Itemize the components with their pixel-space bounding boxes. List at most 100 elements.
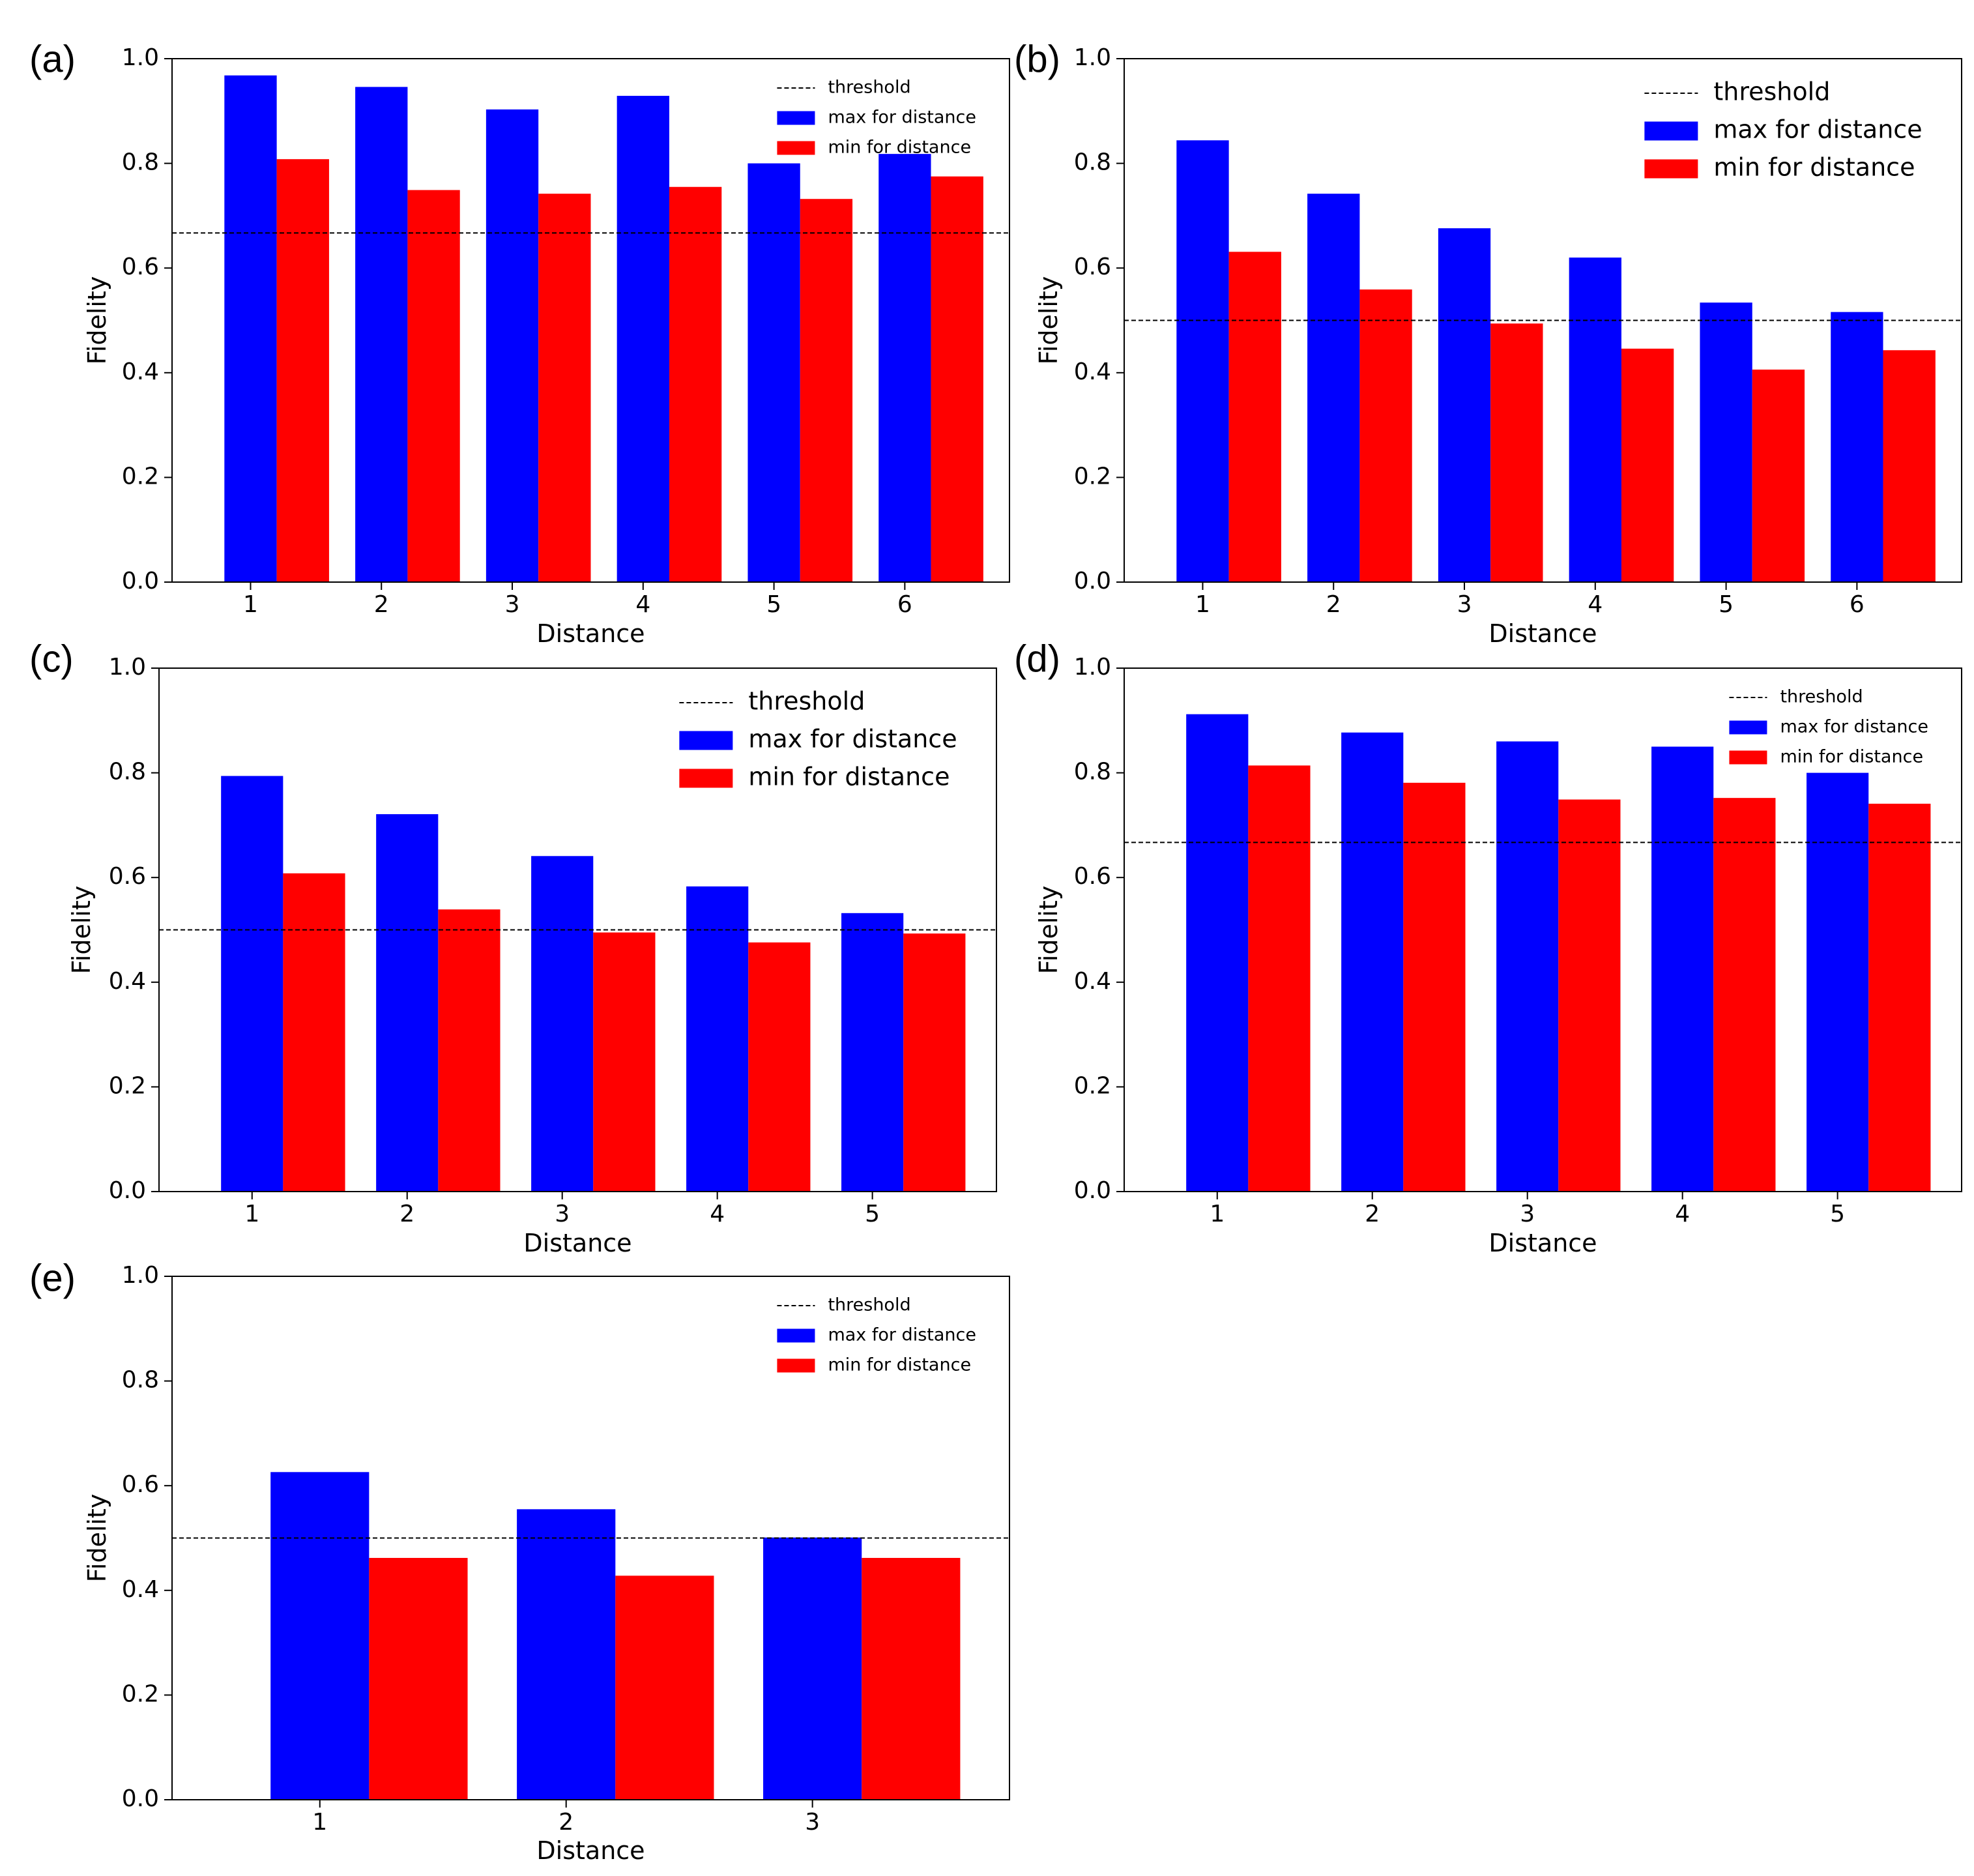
legend-min-swatch <box>777 1358 815 1373</box>
x-tick-label: 5 <box>1719 591 1734 618</box>
bar-min-1 <box>276 159 329 582</box>
legend-max-label: max for distance <box>828 108 976 128</box>
y-tick-label: 0.8 <box>109 759 146 785</box>
legend-threshold-label: threshold <box>1780 687 1863 707</box>
y-tick-label: 0.8 <box>122 149 159 176</box>
x-tick-label: 2 <box>399 1201 414 1227</box>
x-axis-title: Distance <box>1488 1229 1597 1257</box>
bar-max-1 <box>221 776 283 1192</box>
bar-max-4 <box>686 886 749 1192</box>
panel-label: (c) <box>29 638 74 680</box>
bar-min-4 <box>669 186 722 582</box>
y-tick-label: 0.6 <box>122 1471 159 1498</box>
y-tick-label: 1.0 <box>122 1262 159 1289</box>
y-tick-label: 0.6 <box>1074 254 1111 280</box>
x-axis-title: Distance <box>523 1229 631 1257</box>
bar-max-3 <box>1438 228 1491 582</box>
x-tick-label: 3 <box>805 1809 820 1836</box>
y-axis-title: Fidelity <box>1034 276 1063 365</box>
legend-threshold-label: threshold <box>828 78 910 98</box>
bar-min-2 <box>1403 782 1466 1192</box>
y-tick-label: 0.2 <box>122 463 159 490</box>
bar-min-2 <box>438 909 501 1192</box>
panel-label: (b) <box>1014 38 1060 80</box>
y-tick-label: 0.4 <box>122 1576 159 1603</box>
y-axis-title: Fidelity <box>83 1494 111 1583</box>
y-axis-title: Fidelity <box>1034 886 1063 975</box>
x-tick-label: 5 <box>1830 1201 1845 1227</box>
y-tick-label: 0.6 <box>122 254 159 280</box>
bar-max-1 <box>1176 140 1229 582</box>
y-tick-label: 1.0 <box>1074 654 1111 681</box>
x-tick-label: 2 <box>374 591 389 618</box>
bar-max-2 <box>517 1509 616 1800</box>
y-tick-label: 0.8 <box>1074 759 1111 785</box>
x-tick-label: 2 <box>1326 591 1341 618</box>
legend: threshold max for distance min for distanc… <box>777 1295 976 1375</box>
bar-min-4 <box>748 942 811 1192</box>
bar-min-3 <box>1490 323 1543 582</box>
y-tick-label: 0.6 <box>1074 863 1111 890</box>
legend-min-label: min for distance <box>828 138 971 158</box>
panel-label: (e) <box>29 1257 76 1299</box>
y-tick-label: 0.0 <box>122 568 159 594</box>
bar-min-4 <box>1621 348 1674 582</box>
x-tick-label: 1 <box>312 1809 327 1836</box>
legend-max-label: max for distance <box>1780 717 1928 737</box>
bar-max-1 <box>224 75 277 583</box>
bar-min-1 <box>283 873 345 1192</box>
bar-max-3 <box>531 856 594 1192</box>
bar-max-3 <box>1496 741 1559 1192</box>
x-tick-label: 6 <box>897 591 912 618</box>
legend-max-swatch <box>777 1328 815 1343</box>
y-tick-label: 0.2 <box>122 1680 159 1707</box>
x-tick-label: 4 <box>635 591 650 618</box>
x-axis-title: Distance <box>536 1836 645 1865</box>
x-tick-label: 5 <box>865 1201 880 1227</box>
y-tick-label: 0.8 <box>1074 149 1111 176</box>
x-axis-title: Distance <box>536 619 645 648</box>
panel-label: (a) <box>29 38 76 80</box>
legend-min-swatch <box>679 769 733 788</box>
x-tick-label: 4 <box>1588 591 1603 618</box>
legend-min-label: min for distance <box>748 763 950 791</box>
y-axis-title: Fidelity <box>83 276 111 365</box>
y-tick-label: 0.2 <box>1074 463 1111 490</box>
bar-max-4 <box>617 96 669 582</box>
bar-max-5 <box>841 913 904 1192</box>
y-tick-label: 0.0 <box>1074 1177 1111 1204</box>
bar-max-5 <box>1807 772 1869 1192</box>
bar-min-2 <box>615 1576 714 1800</box>
chart-panel-2: (b) 0.0 0.2 0.4 0.6 0.8 1.0 1 2 3 4 5 6 Distance Fidel… <box>1014 38 1962 648</box>
x-tick-label: 1 <box>244 1201 259 1227</box>
x-tick-label: 5 <box>766 591 781 618</box>
bar-min-6 <box>931 176 983 582</box>
legend: threshold max for distance min for distanc… <box>679 687 957 791</box>
bar-max-4 <box>1569 257 1621 582</box>
bar-min-6 <box>1883 350 1936 582</box>
x-tick-label: 3 <box>1457 591 1472 618</box>
legend-min-swatch <box>777 141 815 155</box>
x-tick-label: 4 <box>710 1201 725 1227</box>
legend: threshold max for distance min for distanc… <box>777 78 976 158</box>
y-tick-label: 0.2 <box>109 1072 146 1099</box>
x-tick-label: 3 <box>505 591 520 618</box>
legend-max-label: max for distance <box>828 1325 976 1345</box>
bar-max-5 <box>1700 302 1752 582</box>
bar-max-2 <box>376 814 439 1192</box>
bar-min-5 <box>1868 803 1931 1192</box>
bar-max-2 <box>1341 732 1404 1192</box>
legend-max-swatch <box>679 731 733 750</box>
bar-max-5 <box>748 163 800 583</box>
x-tick-label: 4 <box>1675 1201 1690 1227</box>
bar-max-3 <box>763 1537 862 1800</box>
x-axis-title: Distance <box>1488 619 1597 648</box>
y-tick-label: 0.4 <box>122 359 159 385</box>
legend-min-label: min for distance <box>1780 747 1923 767</box>
x-tick-label: 6 <box>1850 591 1865 618</box>
x-tick-label: 2 <box>1365 1201 1380 1227</box>
bar-min-3 <box>1558 799 1621 1192</box>
bar-min-3 <box>538 194 591 582</box>
y-tick-label: 1.0 <box>109 654 146 681</box>
chart-panel-1: (a) 0.0 0.2 0.4 0.6 0.8 1.0 1 2 3 4 5 6 Distance Fidel… <box>29 38 1010 648</box>
